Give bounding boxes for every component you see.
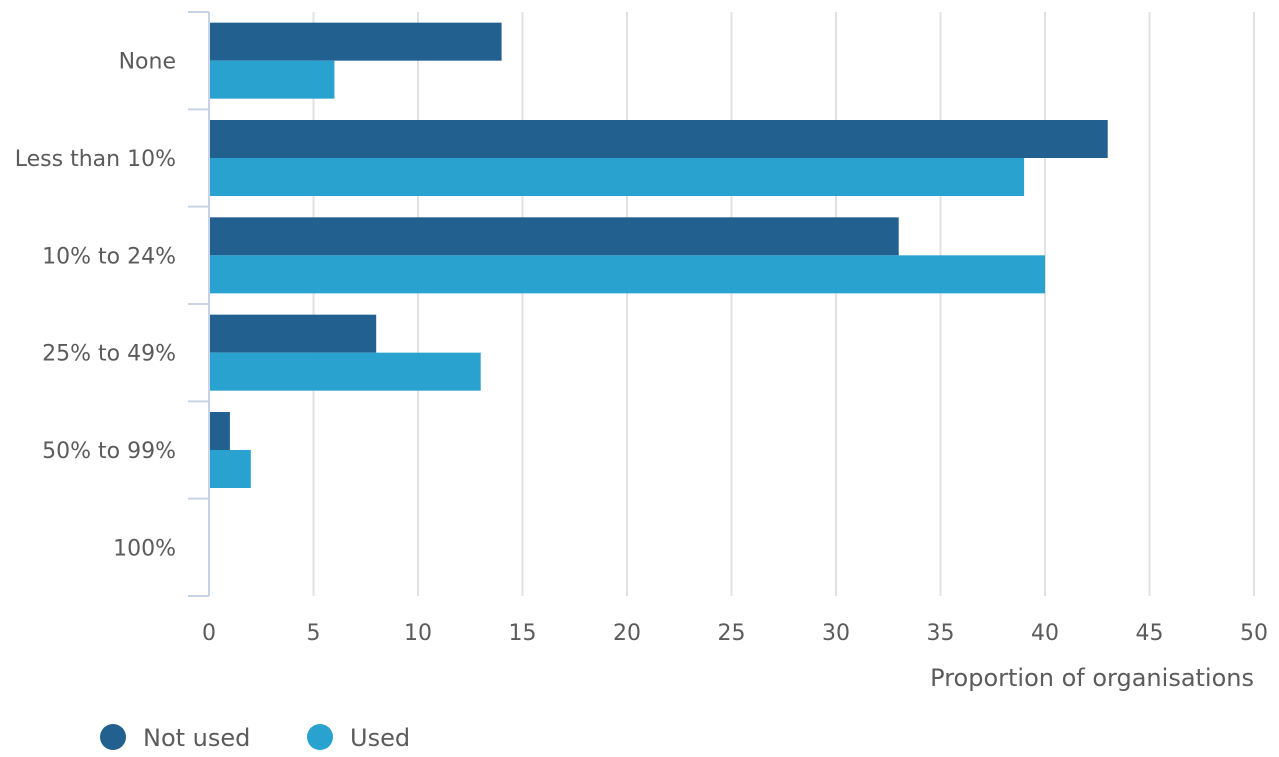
bar-not-used	[209, 120, 1108, 158]
legend-swatch	[307, 724, 333, 750]
x-tick-label: 0	[202, 621, 216, 646]
x-tick-label: 20	[613, 621, 641, 646]
x-tick-label: 30	[822, 621, 850, 646]
category-label: 10% to 24%	[42, 244, 176, 269]
legend-label: Not used	[143, 724, 250, 752]
x-tick-label: 5	[307, 621, 321, 646]
bar-not-used	[209, 314, 377, 353]
x-tick-label: 10	[404, 621, 432, 646]
bar-not-used	[209, 22, 502, 61]
legend: Not used Used	[100, 724, 410, 752]
category-axis	[188, 11, 210, 597]
bar-not-used	[209, 217, 899, 256]
category-label: None	[119, 50, 176, 75]
gridlines	[312, 12, 1255, 596]
category-label: 25% to 49%	[42, 342, 176, 367]
x-tick-label: 15	[509, 621, 537, 646]
value-tick-labels: 0 5 10 15 20 25 30 35 40 45 50	[202, 621, 1268, 646]
x-axis-title: Proportion of organisations	[930, 664, 1254, 692]
x-tick-label: 25	[718, 621, 746, 646]
legend-swatch	[100, 724, 126, 750]
x-tick-label: 35	[927, 621, 955, 646]
bar-used	[209, 352, 481, 391]
category-label: Less than 10%	[15, 147, 176, 172]
bars	[209, 22, 1108, 488]
bar-used	[209, 255, 1045, 294]
x-tick-label: 50	[1240, 621, 1268, 646]
bar-used	[209, 450, 251, 488]
bar-used	[209, 158, 1025, 196]
category-labels: None Less than 10% 10% to 24% 25% to 49% 50%…	[15, 50, 176, 562]
legend-label: Used	[350, 724, 410, 752]
category-label: 50% to 99%	[42, 439, 176, 464]
x-tick-label: 40	[1031, 621, 1059, 646]
bar-used	[209, 60, 335, 99]
x-tick-label: 45	[1136, 621, 1164, 646]
category-label: 100%	[113, 536, 176, 561]
bar-not-used	[209, 412, 230, 450]
